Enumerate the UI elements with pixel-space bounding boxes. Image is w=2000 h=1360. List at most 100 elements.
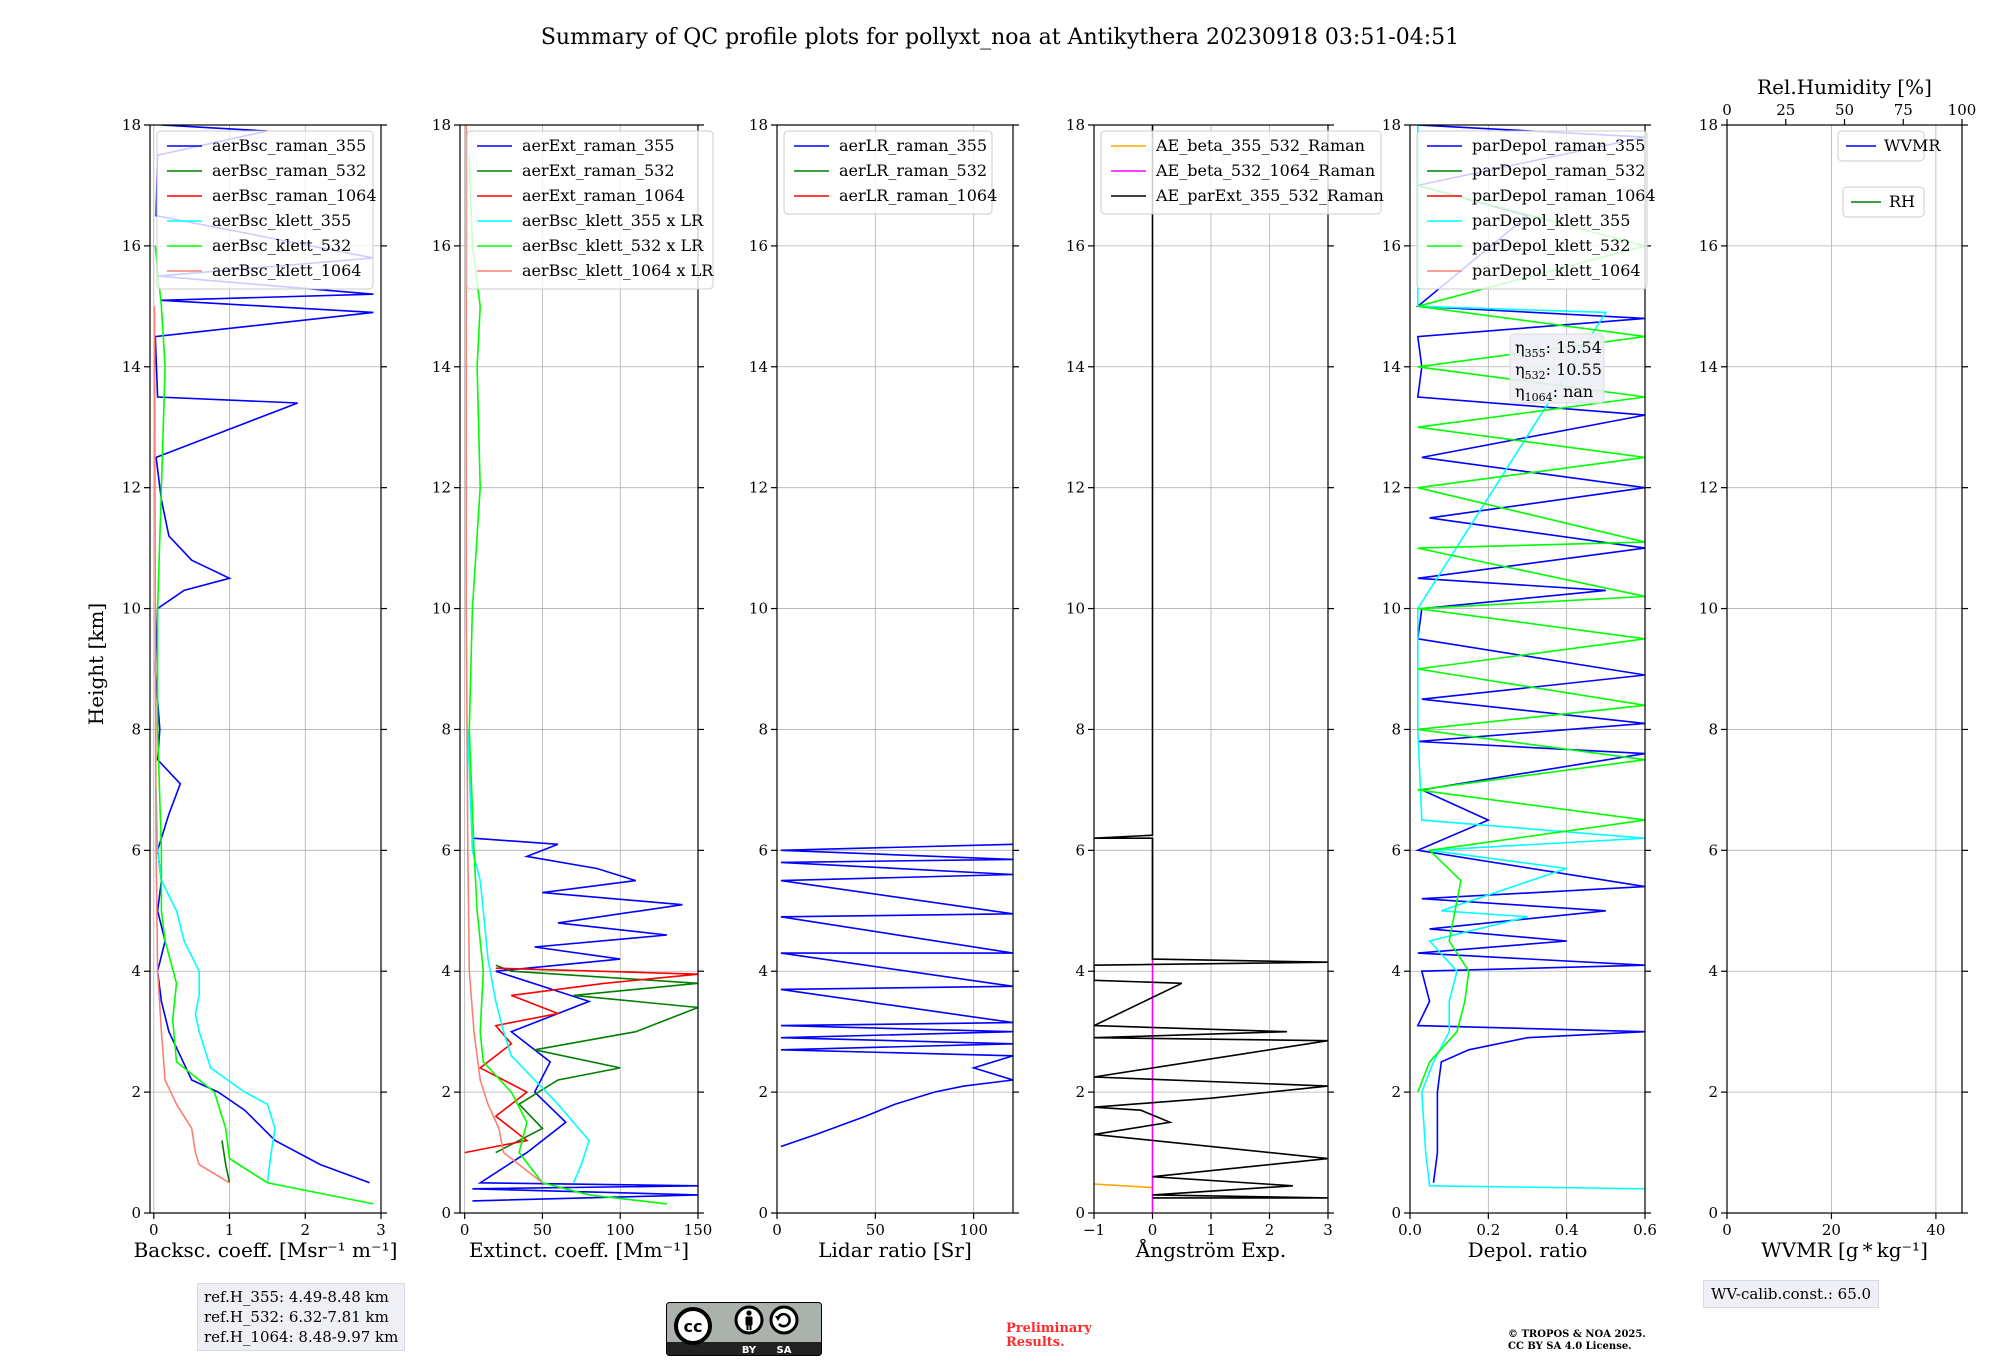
- cc-icon: [674, 1307, 712, 1345]
- y-tick-label: 0: [758, 1204, 768, 1222]
- x-tick-label: 2: [300, 1221, 310, 1239]
- series-line-ae-parext-355-532-raman: [1094, 125, 1328, 1199]
- y-tick-label: 18: [122, 116, 141, 134]
- y-tick-label: 4: [441, 962, 451, 980]
- series-line-aerbsc-klett-532: [154, 245, 374, 1205]
- legend-label: aerBsc_klett_532: [212, 236, 351, 255]
- y-tick-label: 6: [1391, 841, 1401, 859]
- refh-532-text: ref.H_532: 6.32-7.81 km: [204, 1308, 389, 1326]
- series-line-aerext-raman-532: [495, 964, 698, 1154]
- x-tick-label: 0.0: [1398, 1221, 1422, 1239]
- legend-label: parDepol_raman_1064: [1472, 186, 1656, 205]
- y-tick-label: 4: [1708, 962, 1718, 980]
- y-tick-label: 18: [1066, 116, 1085, 134]
- legend-frame: [1837, 130, 1925, 162]
- legend-label: RH: [1889, 192, 1915, 211]
- y-tick-label: 8: [758, 720, 768, 738]
- eta-line: η532: 10.55: [1515, 360, 1602, 382]
- legend-depol: parDepol_raman_355 parDepol_raman_532 parD…: [1416, 130, 1656, 290]
- legend-label: aerExt_raman_532: [522, 161, 675, 180]
- series-line-aerbsc-klett-355-x-lr: [467, 729, 590, 1184]
- legend-label: aerLR_raman_1064: [839, 186, 997, 205]
- x-tick-label: 50: [866, 1221, 885, 1239]
- x-tick-label: 100: [606, 1221, 635, 1239]
- y-tick-label: 16: [1066, 237, 1085, 255]
- top-x-tick-label: 50: [1835, 101, 1854, 119]
- y-tick-label: 16: [1382, 237, 1401, 255]
- legend-label: aerBsc_raman_1064: [212, 186, 377, 205]
- series-group: [153, 125, 374, 1205]
- x-axis-label: WVMR [g * kg⁻¹]: [1761, 1238, 1928, 1262]
- legend-label: AE_beta_355_532_Raman: [1155, 136, 1365, 155]
- y-tick-label: 6: [758, 841, 768, 859]
- x-tick-label: 3: [1323, 1221, 1333, 1239]
- axes-frame: [149, 124, 382, 1214]
- y-tick-label: 10: [1382, 600, 1401, 618]
- top-x-tick-label: 100: [1948, 101, 1977, 119]
- legend-frame: [1416, 130, 1648, 290]
- legend-wvmr: WVMR: [1837, 130, 1941, 162]
- legend-label: aerLR_raman_532: [839, 161, 987, 180]
- copyright-line-2: CC BY SA 4.0 License.: [1508, 1341, 1632, 1352]
- legend-angstrom: AE_beta_355_532_Raman AE_beta_532_1064_Ra…: [1100, 130, 1384, 215]
- axes-frame: [1726, 124, 1963, 1214]
- legend-lidar-ratio: aerLR_raman_355 aerLR_raman_532 aerLR_rama…: [783, 130, 997, 215]
- y-tick-label: 18: [749, 116, 768, 134]
- y-tick-label: 2: [758, 1083, 768, 1101]
- y-tick-label: 0: [441, 1204, 451, 1222]
- y-tick-label: 6: [131, 841, 141, 859]
- by-label: BY: [742, 1345, 757, 1356]
- y-tick-label: 10: [432, 600, 451, 618]
- y-tick-label: 8: [1075, 720, 1085, 738]
- y-tick-label: 14: [1699, 358, 1718, 376]
- y-tick-label: 8: [131, 720, 141, 738]
- legend-label: WVMR: [1884, 136, 1941, 155]
- top-axis-label: Rel.Humidity [%]: [1757, 75, 1932, 99]
- y-tick-label: 8: [1708, 720, 1718, 738]
- y-tick-label: 2: [1391, 1083, 1401, 1101]
- x-tick-label: 1: [1206, 1221, 1216, 1239]
- x-tick-label: 0: [1148, 1221, 1158, 1239]
- legend-label: aerBsc_raman_532: [212, 161, 366, 180]
- legend-extinction: aerExt_raman_355 aerExt_raman_532 aerExt_r…: [466, 130, 714, 290]
- series-line-aerbsc-klett-532-x-lr: [468, 155, 667, 1205]
- y-tick-label: 10: [122, 600, 141, 618]
- y-tick-label: 16: [749, 237, 768, 255]
- y-tick-label: 12: [749, 479, 768, 497]
- x-tick-label: −1: [1083, 1221, 1105, 1239]
- legend-frame: [783, 130, 993, 215]
- series-group: [780, 843, 1013, 1148]
- cc-by-sa-badge: cc BY SA: [666, 1302, 822, 1356]
- legend-label: aerLR_raman_355: [839, 136, 987, 155]
- legend-rh: RH: [1842, 186, 1925, 218]
- refh-355-text: ref.H_355: 4.49-8.48 km: [204, 1288, 389, 1306]
- eta-line: η1064: nan: [1515, 382, 1593, 404]
- y-tick-label: 12: [1382, 479, 1401, 497]
- y-tick-label: 18: [432, 116, 451, 134]
- annotation-frame: [1509, 333, 1605, 404]
- legend-frame: [1842, 186, 1925, 218]
- series-line-aerext-raman-1064: [464, 967, 698, 1154]
- series-group: [464, 125, 698, 1205]
- top-x-tick-label: 75: [1894, 101, 1913, 119]
- legend-label: aerBsc_klett_355 x LR: [522, 211, 704, 230]
- sa-share-icon: [769, 1305, 799, 1335]
- legend-label: aerExt_raman_355: [522, 136, 675, 155]
- y-tick-label: 10: [749, 600, 768, 618]
- series-line-aerbsc-klett-1064-x-lr: [465, 125, 543, 1184]
- reference-height-box: ref.H_355: 4.49-8.48 km ref.H_532: 6.32-…: [197, 1283, 406, 1351]
- y-tick-label: 6: [1708, 841, 1718, 859]
- x-tick-label: 0: [1722, 1221, 1732, 1239]
- series-line-aerlr-raman-355: [780, 843, 1013, 1148]
- height-axis-label: Height [km]: [84, 603, 108, 725]
- legend-label: aerBsc_klett_355: [212, 211, 351, 230]
- legend-label: parDepol_raman_532: [1472, 161, 1645, 180]
- top-x-tick-label: 0: [1722, 101, 1732, 119]
- legend-label: parDepol_klett_532: [1472, 236, 1630, 255]
